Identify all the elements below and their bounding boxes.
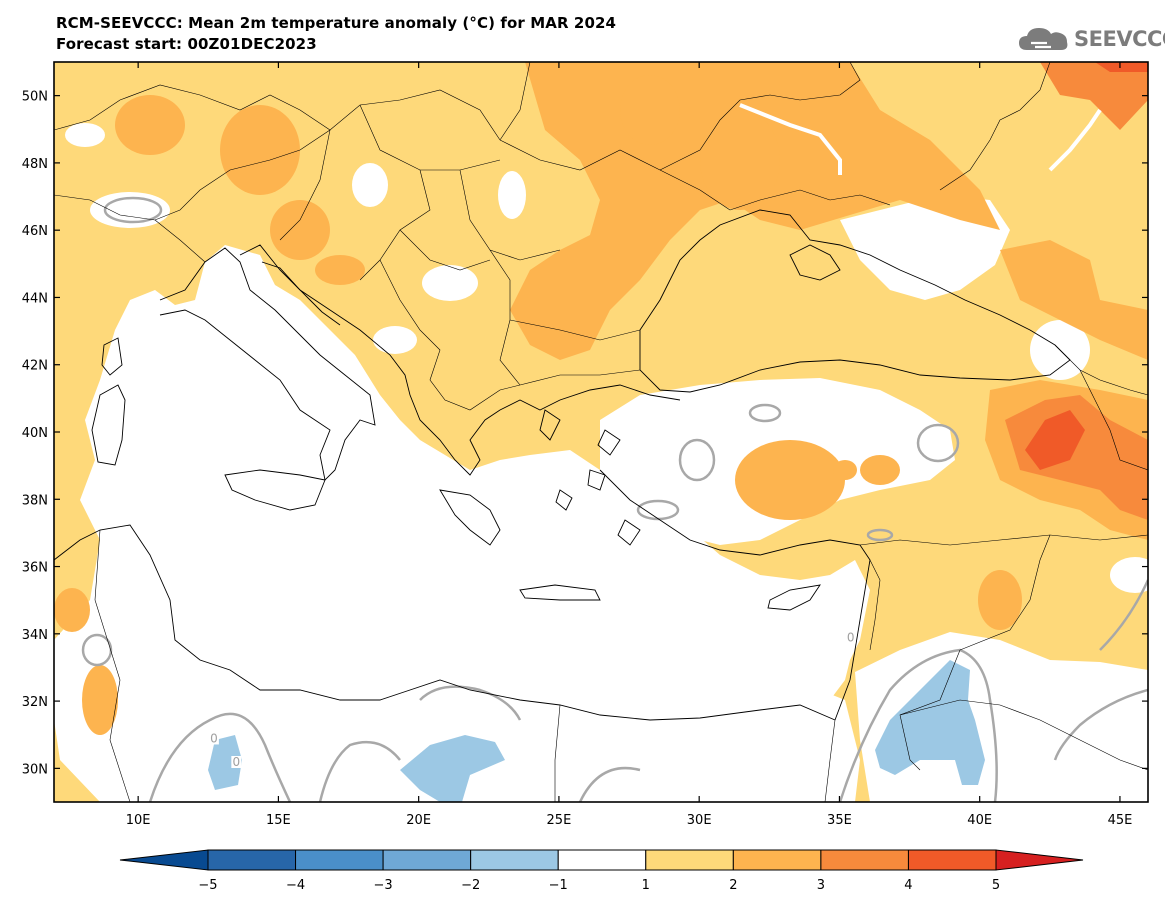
near-normal-patch (498, 171, 526, 219)
lat-tick-label: 44N (22, 291, 48, 306)
colorbar-box (295, 849, 384, 871)
colorbar: −5 −4 −3 −2 −1 1 2 3 4 5 (119, 849, 1084, 893)
anomaly-fill-3-4 (1005, 62, 1148, 520)
colorbar-label: 2 (729, 878, 737, 893)
colorbar-box (907, 849, 997, 871)
near-normal-patch (65, 123, 105, 147)
anomaly-fill-4-5 (1025, 62, 1148, 470)
near-normal-streaks (739, 103, 1102, 175)
colorbar-label: −1 (549, 878, 568, 893)
colorbar-extend-low (119, 849, 209, 871)
near-normal-patch (352, 163, 388, 207)
lat-tick-label: 50N (22, 90, 48, 105)
contour-label: 0 (233, 755, 241, 769)
contour-label-bg (845, 631, 856, 644)
country-borders (54, 62, 1148, 802)
lon-tick-label: 35E (827, 813, 852, 828)
lat-tick-label: 34N (22, 628, 48, 643)
lat-tick-label: 36N (22, 561, 48, 576)
lon-tick-label: 45E (1108, 813, 1133, 828)
near-normal-region-mediterranean (54, 245, 870, 802)
near-normal-patch (1110, 557, 1148, 593)
lat-tick-label: 38N (22, 493, 48, 508)
map-plot-area (54, 62, 1148, 802)
lon-tick-label: 10E (126, 813, 151, 828)
lon-tick-label: 40E (967, 813, 992, 828)
contour-labels: 0 0 0 (208, 631, 856, 769)
contour-label: 0 (210, 731, 218, 745)
map-axes: 50N 48N 46N 44N 42N 40N 38N 36N 34N 32N 30N 10E 15E 2… (22, 62, 1148, 828)
colorbar-label: 1 (642, 878, 650, 893)
colorbar-box (207, 849, 297, 871)
lat-tick-label: 32N (22, 695, 48, 710)
colorbar-label: −5 (198, 878, 217, 893)
lon-tick-label: 15E (266, 813, 291, 828)
colorbar-box (470, 849, 559, 871)
colorbar-label: 3 (817, 878, 825, 893)
colorbar-label: −3 (374, 878, 393, 893)
colorbar-label: 4 (904, 878, 912, 893)
colorbar-box (557, 849, 647, 871)
anomaly-fill-neg-2-neg-1 (208, 660, 985, 802)
colorbar-box (820, 849, 909, 871)
lat-tick-label: 46N (22, 224, 48, 239)
coastlines (54, 209, 1071, 721)
colorbar-label: 5 (992, 878, 1000, 893)
cloud-icon (1019, 28, 1068, 50)
lat-tick-label: 40N (22, 426, 48, 441)
near-normal-patch (422, 265, 478, 301)
lat-tick-label: 42N (22, 359, 48, 374)
lon-tick-label: 20E (406, 813, 431, 828)
colorbar-label: −4 (286, 878, 305, 893)
colorbar-box (382, 849, 472, 871)
contour-label-bg (231, 756, 242, 768)
logo-text: SEEVCCC (1074, 27, 1165, 51)
colorbar-label: −2 (461, 878, 480, 893)
colorbar-extend-high (995, 849, 1084, 871)
lat-tick-label: 30N (22, 762, 48, 777)
lon-tick-label: 30E (687, 813, 712, 828)
lon-tick-label: 25E (547, 813, 572, 828)
contour-label: 0 (847, 631, 855, 645)
colorbar-box (645, 849, 734, 871)
contour-label-bg (208, 732, 219, 745)
seevccc-logo: SEEVCCC (1017, 22, 1165, 56)
lat-tick-label: 48N (22, 157, 48, 172)
near-normal-region-africa-south (120, 640, 860, 802)
forecast-start-subtitle: Forecast start: 00Z01DEC2023 (56, 35, 317, 53)
near-normal-patch (373, 326, 417, 354)
map-title: RCM-SEEVCCC: Mean 2m temperature anomaly… (56, 14, 617, 32)
colorbar-box (732, 849, 822, 871)
